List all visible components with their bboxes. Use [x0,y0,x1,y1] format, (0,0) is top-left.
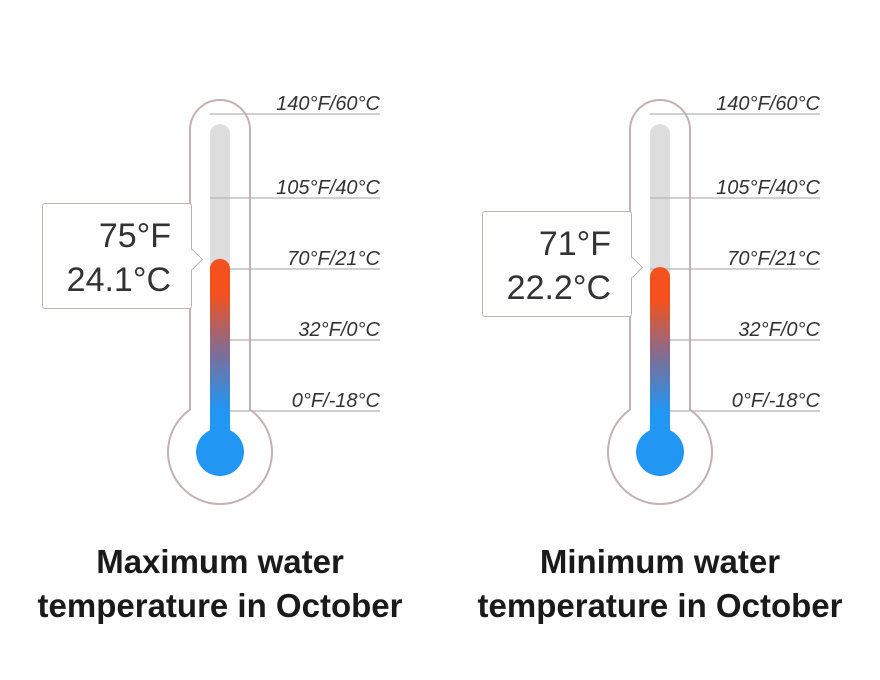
min-temperature-thermometer: 140°F/60°C 105°F/40°C 70°F/21°C 32°F/0°C… [440,0,880,680]
tick-label: 32°F/0°C [738,319,820,341]
tick-label: 140°F/60°C [276,93,380,115]
reading-callout: 71°F 22.2°C [482,210,632,317]
tick-label: 105°F/40°C [716,177,820,199]
reading-celsius: 24.1°C [66,260,171,299]
tick-label: 0°F/-18°C [731,390,820,412]
tick-label: 32°F/0°C [298,319,380,341]
reading-callout: 75°F 24.1°C [42,202,192,309]
max-temperature-thermometer: 140°F/60°C 105°F/40°C 70°F/21°C 32°F/0°C… [0,0,440,680]
tick-label: 140°F/60°C [716,93,820,115]
reading-celsius: 22.2°C [506,268,611,307]
thermometer-caption: Minimum water temperature in October [440,540,880,628]
thermometer-caption: Maximum water temperature in October [0,540,440,628]
mercury-bulb [196,428,244,476]
caption-line: temperature in October [37,587,403,624]
tick-label: 70°F/21°C [727,248,820,270]
tick-label: 70°F/21°C [287,248,380,270]
mercury-bulb [636,428,684,476]
caption-line: Minimum water [539,543,781,580]
mercury-column [210,258,230,452]
reading-fahrenheit: 75°F [98,216,171,255]
tick-label: 105°F/40°C [276,177,380,199]
caption-line: temperature in October [477,587,843,624]
caption-line: Maximum water [96,543,344,580]
tick-label: 0°F/-18°C [291,390,380,412]
thermometer-graphic [167,99,380,505]
thermometer-graphic [607,99,820,505]
mercury-column [650,266,670,452]
reading-fahrenheit: 71°F [538,224,611,263]
